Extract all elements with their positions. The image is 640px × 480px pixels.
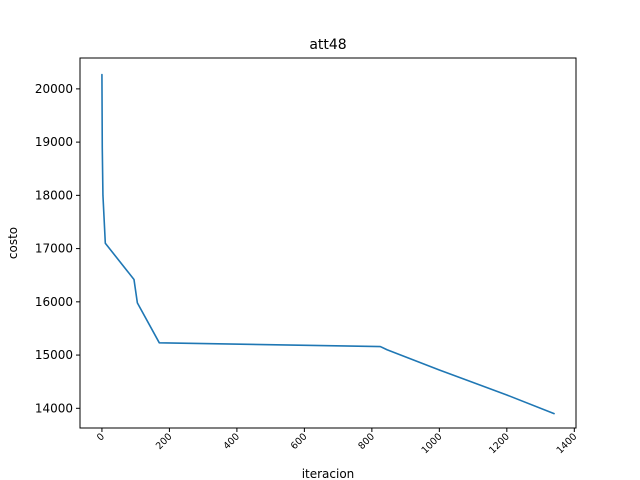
y-tick-label: 19000 [35,135,73,149]
y-axis-label: costo [6,227,20,259]
x-tick-label: 600 [289,431,310,452]
x-axis-label: iteracion [302,467,355,480]
y-tick-label: 17000 [35,242,73,256]
y-tick-label: 14000 [35,401,73,415]
x-tick-label: 1200 [487,431,512,456]
plot-frame [79,57,577,429]
x-tick-label: 200 [154,431,175,452]
y-axis-ticks: 14000 15000 16000 17000 18000 19000 20000 [35,82,80,415]
y-tick-label: 18000 [35,188,73,202]
y-tick-label: 20000 [35,82,73,96]
x-tick-label: 800 [356,431,377,452]
x-tick-label: 400 [221,431,242,452]
y-tick-label: 15000 [35,348,73,362]
chart-title: att48 [309,37,346,53]
x-tick-label: 1000 [420,431,445,456]
x-tick-label: 0 [95,431,107,443]
series-layer [101,73,555,415]
series-line-0 [101,73,555,415]
y-tick-label: 16000 [35,295,73,309]
x-tick-label: 1400 [555,431,580,456]
x-axis-ticks: 0 200 400 600 800 1000 1200 1400 [95,428,579,456]
plot-background [80,58,576,428]
